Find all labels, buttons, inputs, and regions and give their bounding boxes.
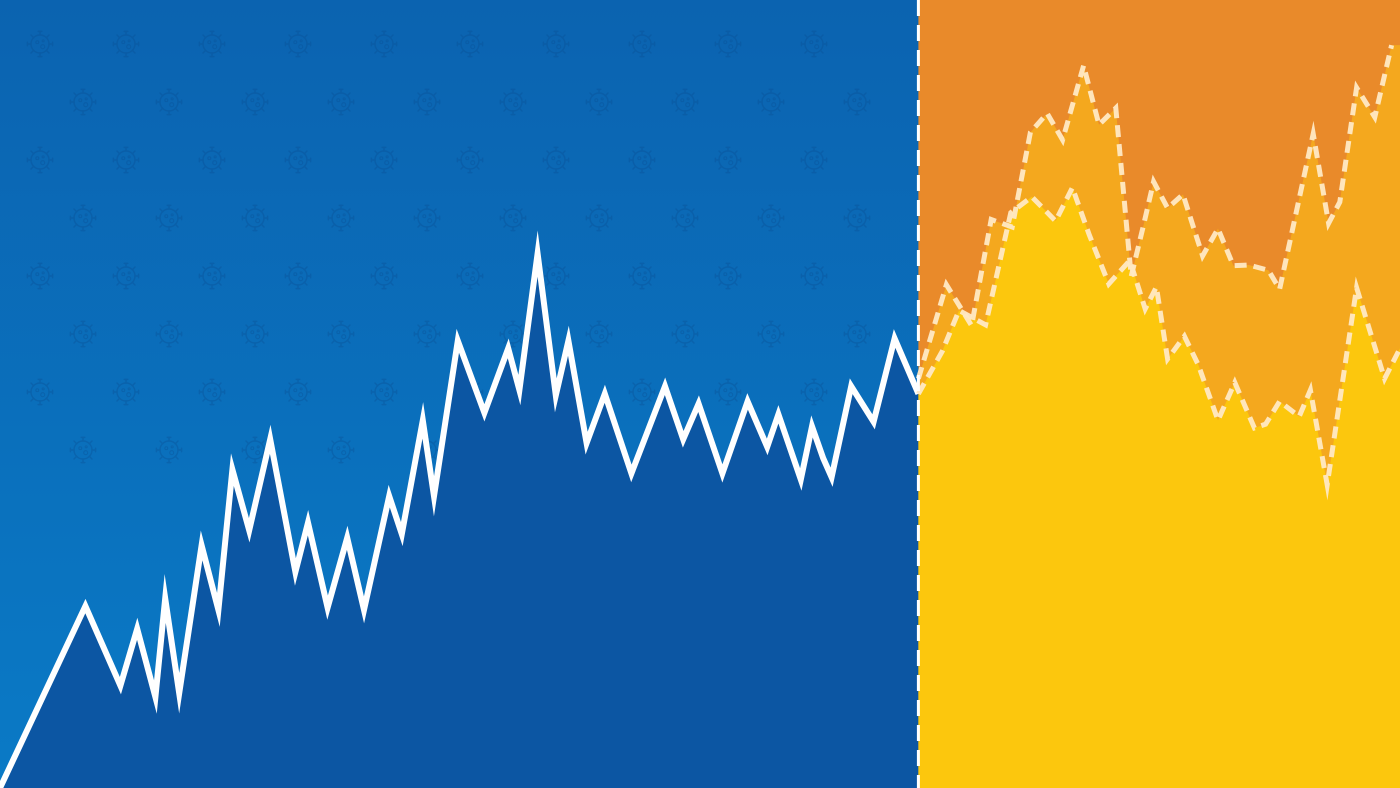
series-layer — [0, 44, 1400, 788]
projection-lower-series-line — [916, 181, 1400, 501]
projection-upper-series-line — [916, 44, 1395, 380]
projection-lower-series-area — [918, 187, 1400, 788]
history-series-line — [0, 230, 922, 788]
history-series-area — [0, 253, 919, 788]
